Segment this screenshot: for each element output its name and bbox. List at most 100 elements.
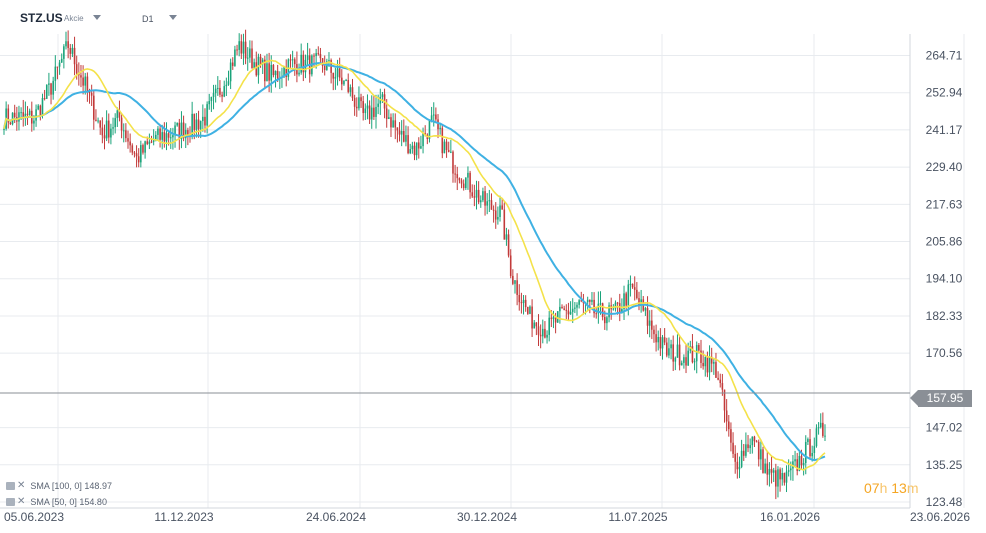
candle-body xyxy=(152,139,155,142)
candle-body xyxy=(332,72,335,79)
candle-body xyxy=(740,450,743,467)
candle-body xyxy=(358,97,360,109)
candle-body xyxy=(110,128,112,138)
candle-body xyxy=(629,283,632,285)
y-tick-label: 241.17 xyxy=(926,123,963,137)
candle-body xyxy=(69,47,72,54)
candle-body xyxy=(184,130,187,139)
candle-body xyxy=(349,87,352,92)
candle-body xyxy=(691,346,694,363)
candle-body xyxy=(490,200,493,210)
candle-body xyxy=(522,299,525,304)
candle-body xyxy=(456,174,459,179)
candle-body xyxy=(710,356,713,364)
candle-body xyxy=(118,110,121,118)
candle-body xyxy=(638,298,640,305)
candle-body xyxy=(259,56,262,65)
candle-body xyxy=(546,334,548,338)
candle-body xyxy=(460,180,463,184)
candle-body xyxy=(721,383,724,390)
candle-body xyxy=(574,307,576,309)
candle-body xyxy=(760,449,762,460)
candle-body xyxy=(465,177,467,189)
close-icon[interactable]: ✕ xyxy=(17,496,26,507)
x-tick-label: 11.07.2025 xyxy=(608,510,667,524)
candle-body xyxy=(730,429,732,443)
x-tick-label: 05.06.2023 xyxy=(4,510,64,524)
candle-body xyxy=(135,153,138,157)
candle-body xyxy=(187,130,189,135)
candle-body xyxy=(381,94,384,97)
candle-body xyxy=(157,128,159,135)
candle-body xyxy=(240,41,243,54)
candle-body xyxy=(717,377,719,380)
symbol-dropdown-icon[interactable] xyxy=(93,15,101,20)
countdown-minutes: 13 xyxy=(891,480,907,496)
candle-body xyxy=(685,357,687,366)
candle-body xyxy=(623,293,625,309)
candle-body xyxy=(723,389,726,411)
candles xyxy=(3,29,826,500)
candle-body xyxy=(242,41,245,54)
candle-body xyxy=(783,473,786,483)
candle-body xyxy=(97,120,99,122)
y-tick-label: 123.48 xyxy=(926,495,963,509)
candle-body xyxy=(591,299,593,302)
symbol-label[interactable]: STZ.US xyxy=(20,11,63,25)
candle-body xyxy=(813,446,816,453)
candle-body xyxy=(48,83,50,85)
candle-body xyxy=(749,445,751,449)
close-icon[interactable]: ✕ xyxy=(17,480,26,491)
candle-body xyxy=(443,141,446,154)
candle-body xyxy=(405,135,407,142)
candle-body xyxy=(71,47,74,54)
candle-body xyxy=(172,135,174,138)
candle-body xyxy=(497,216,499,220)
candle-body xyxy=(648,320,651,326)
candle-body xyxy=(561,306,563,309)
indicator-settings-icon[interactable] xyxy=(6,497,15,506)
candle-body xyxy=(614,302,617,309)
candle-body xyxy=(223,86,226,97)
candle-body xyxy=(745,444,747,456)
instrument-type-label: Akcie xyxy=(64,14,84,23)
candle-body xyxy=(99,120,102,128)
candle-body xyxy=(39,105,42,116)
candle-body xyxy=(693,361,696,363)
candle-body xyxy=(302,54,305,73)
candle-body xyxy=(422,133,424,147)
candle-body xyxy=(159,128,161,140)
y-tick-label: 170.56 xyxy=(926,346,963,360)
legend-sma50[interactable]: ✕ SMA [50, 0] 154.80 xyxy=(6,496,107,507)
legend-sma100[interactable]: ✕ SMA [100, 0] 148.97 xyxy=(6,480,112,491)
candle-body xyxy=(514,280,516,284)
candle-body xyxy=(65,41,67,47)
candle-body xyxy=(13,112,16,118)
indicator-settings-icon[interactable] xyxy=(6,481,15,490)
candle-body xyxy=(221,94,223,97)
candle-body xyxy=(193,113,196,130)
candle-body xyxy=(807,439,809,443)
chart-header: STZ.US Akcie D1 xyxy=(0,0,986,34)
candle-body xyxy=(133,152,136,154)
candle-body xyxy=(270,64,273,81)
candle-body xyxy=(208,101,211,105)
candle-body xyxy=(150,141,153,143)
y-tick-label: 182.33 xyxy=(926,309,963,323)
candle-body xyxy=(154,134,157,140)
candle-body xyxy=(618,303,621,313)
candle-body xyxy=(355,106,358,109)
candle-body xyxy=(415,142,418,156)
candle-body xyxy=(732,442,734,454)
candle-body xyxy=(742,450,745,456)
candle-body xyxy=(715,362,717,378)
y-tick-label: 217.63 xyxy=(926,197,963,211)
candle-countdown: 07h 13m xyxy=(864,480,919,496)
timeframe-dropdown-icon[interactable] xyxy=(169,15,177,20)
candle-body xyxy=(627,284,630,306)
timeframe-label[interactable]: D1 xyxy=(142,14,154,24)
candle-body xyxy=(217,87,219,89)
candle-body xyxy=(435,114,437,120)
y-tick-label: 264.71 xyxy=(926,49,963,63)
